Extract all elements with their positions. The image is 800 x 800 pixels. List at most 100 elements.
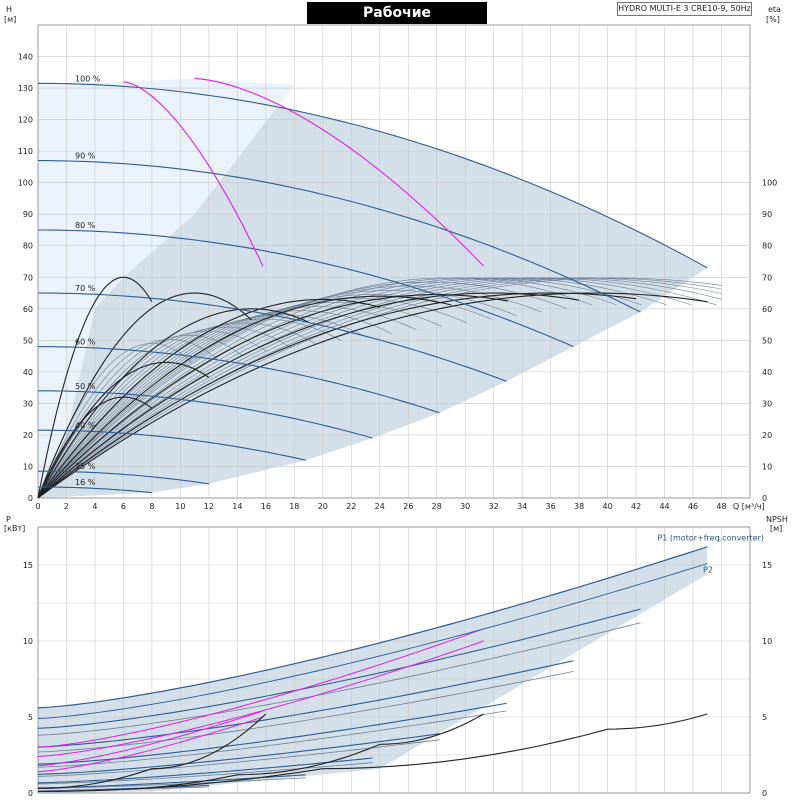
magenta-limit-curve bbox=[123, 81, 264, 267]
power-y-label: P bbox=[6, 515, 11, 524]
efficiency-curve-thin bbox=[37, 339, 217, 498]
head-x-tick: 34 bbox=[517, 502, 527, 511]
head-x-tick: 4 bbox=[92, 502, 97, 511]
efficiency-curve bbox=[37, 292, 708, 499]
power-magenta-curve bbox=[37, 710, 264, 767]
head-y-tick: 90 bbox=[23, 210, 33, 219]
title-bar: Рабочие характеристики bbox=[307, 2, 487, 43]
head-x-tick: 26 bbox=[403, 502, 413, 511]
speed-curve bbox=[37, 292, 507, 382]
head-y-right-tick: 80 bbox=[762, 242, 772, 251]
head-x-tick: 22 bbox=[346, 502, 356, 511]
speed-label: 100 % bbox=[75, 74, 101, 83]
efficiency-curve bbox=[37, 292, 580, 499]
head-x-tick: 14 bbox=[232, 502, 242, 511]
series-label-p2: P2 bbox=[703, 566, 713, 575]
efficiency-curve bbox=[37, 298, 380, 499]
head-y-unit: [м] bbox=[4, 15, 16, 24]
power-y-unit: [кВт] bbox=[4, 524, 25, 533]
power-frame bbox=[37, 526, 751, 794]
head-x-tick: 32 bbox=[489, 502, 499, 511]
speed-label: 50 % bbox=[75, 382, 96, 391]
head-y-right-tick: 50 bbox=[762, 336, 772, 345]
power-y-tick: 0 bbox=[28, 789, 33, 798]
npsh-y-label: NPSH bbox=[766, 515, 788, 524]
power-p2-curve bbox=[37, 710, 507, 768]
head-x-tick: 0 bbox=[35, 502, 40, 511]
speed-curve bbox=[38, 470, 209, 485]
power-range-area bbox=[38, 546, 708, 793]
head-y-right-label: eta bbox=[768, 5, 781, 14]
efficiency-curve-thin bbox=[37, 298, 467, 498]
head-frame bbox=[37, 24, 751, 499]
power-y-tick: 5 bbox=[28, 713, 33, 722]
head-x-tick: 16 bbox=[261, 502, 271, 511]
head-x-tick: 28 bbox=[432, 502, 442, 511]
speed-label: 90 % bbox=[75, 152, 96, 161]
efficiency-curve bbox=[37, 292, 252, 498]
head-x-tick: 24 bbox=[375, 502, 385, 511]
head-y-tick: 30 bbox=[23, 399, 33, 408]
head-y-tick: 20 bbox=[23, 431, 33, 440]
shutoff-zone-area bbox=[38, 78, 295, 498]
head-x-tick: 8 bbox=[149, 502, 154, 511]
power-magenta-curve bbox=[37, 628, 484, 748]
head-x-tick: 20 bbox=[318, 502, 328, 511]
speed-curve bbox=[37, 346, 440, 414]
head-x-tick: 18 bbox=[289, 502, 299, 511]
speed-label: 40 % bbox=[75, 421, 96, 430]
efficiency-curve-thin bbox=[37, 310, 392, 498]
efficiency-curve bbox=[37, 294, 508, 499]
head-y-right-tick: 100 bbox=[762, 179, 777, 188]
head-y-tick: 130 bbox=[18, 84, 33, 93]
head-y-right-tick: 70 bbox=[762, 273, 772, 282]
speed-label: 25 % bbox=[75, 462, 96, 471]
npsh-y-unit: [м] bbox=[770, 524, 782, 533]
speed-curve bbox=[38, 390, 373, 439]
efficiency-curve bbox=[37, 396, 153, 498]
head-y-right-unit: [%] bbox=[766, 15, 780, 24]
speed-curve bbox=[38, 160, 641, 313]
speed-curve bbox=[37, 82, 708, 269]
head-y-tick: 0 bbox=[28, 494, 33, 503]
efficiency-curves bbox=[37, 276, 722, 499]
head-y-right-tick: 60 bbox=[762, 305, 772, 314]
efficiency-curve-thin bbox=[37, 277, 717, 499]
head-y-tick: 120 bbox=[18, 116, 33, 125]
npsh-y-tick: 5 bbox=[762, 713, 767, 722]
head-y-tick: 140 bbox=[18, 53, 33, 62]
efficiency-curve-thin bbox=[37, 314, 367, 498]
speed-label: 80 % bbox=[75, 221, 96, 230]
efficiency-curve bbox=[37, 276, 153, 498]
head-y-right-tick: 10 bbox=[762, 462, 772, 471]
speed-curve bbox=[38, 229, 574, 348]
model-label: HYDRO MULTI-E 3 CRE10-9, 50Hz bbox=[618, 4, 751, 13]
power-series-curve bbox=[37, 563, 708, 719]
model-label-box: HYDRO MULTI-E 3 CRE10-9, 50Hz bbox=[617, 2, 752, 16]
head-x-tick: 10 bbox=[175, 502, 185, 511]
head-y-tick: 100 bbox=[18, 179, 33, 188]
power-p1-curve bbox=[37, 660, 574, 748]
power-p1-curve bbox=[37, 608, 641, 729]
head-chart: 0 2 4 6 8 10 12 14 16 18 20 22 24 26 28 30 32 34 36 38 40 42 4… bbox=[4, 5, 781, 511]
head-x-tick: 44 bbox=[659, 502, 669, 511]
head-x-label: Q [м³/ч] bbox=[733, 502, 765, 511]
power-p2-curve bbox=[38, 777, 306, 789]
power-chart: 0 5 10 15 0 5 10 15 P[кВт] NPSH[м] P1 (motor+freq.… bbox=[4, 515, 788, 798]
power-p2-curve bbox=[37, 671, 574, 753]
head-y-tick: 60 bbox=[23, 305, 33, 314]
efficiency-curve-thin bbox=[37, 322, 317, 498]
head-x-tick: 6 bbox=[121, 502, 126, 511]
npsh-curve bbox=[94, 713, 484, 791]
magenta-limit-curve bbox=[194, 78, 485, 267]
speed-label: 60 % bbox=[75, 338, 96, 347]
npsh-y-tick: 0 bbox=[762, 789, 767, 798]
head-x-tick: 46 bbox=[688, 502, 698, 511]
efficiency-curve-thin bbox=[37, 277, 722, 499]
npsh-y-tick: 10 bbox=[762, 637, 772, 646]
power-magenta-curve bbox=[37, 716, 264, 773]
efficiency-curve-thin bbox=[37, 306, 417, 498]
head-y-tick: 40 bbox=[23, 368, 33, 377]
head-x-tick: 2 bbox=[64, 502, 69, 511]
